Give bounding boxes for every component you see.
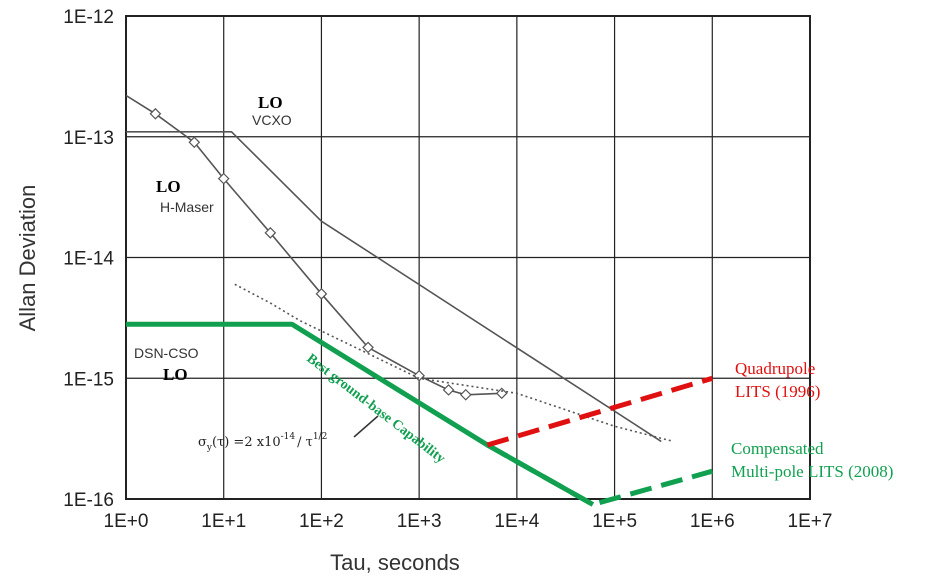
x-tick-label: 1E+1: [201, 511, 246, 532]
quadrupole-label-2: LITS (1996): [735, 382, 820, 401]
compensated-label-2: Multi-pole LITS (2008): [731, 462, 893, 481]
compensated-lits-line: [486, 442, 713, 507]
hmaser-point: [188, 136, 201, 149]
y-tick-labels: 1E-12 1E-13 1E-14 1E-15 1E-16: [63, 7, 114, 511]
vcxo-label-bottom: VCXO: [252, 112, 292, 128]
quadrupole-lits-line: [486, 375, 714, 448]
hmaser-point: [495, 387, 508, 400]
vcxo-line: [126, 131, 662, 443]
y-axis-label: Allan Deviation: [15, 185, 40, 332]
x-tick-label: 1E+5: [592, 511, 637, 532]
hmaser-point: [149, 107, 162, 120]
y-tick-label: 1E-13: [63, 128, 114, 149]
x-tick-labels: 1E+0 1E+1 1E+2 1E+3 1E+4 1E+5 1E+6 1E+7: [104, 511, 833, 532]
x-tick-label: 1E+2: [299, 511, 344, 532]
dsn-cso-line: [234, 283, 674, 443]
dsn-cso-lo-label: LO: [163, 365, 188, 384]
quadrupole-label-1: Quadrupole: [735, 359, 815, 378]
x-tick-label: 1E+7: [788, 511, 833, 532]
equation-label: σy(τ) =2 x10-14/ τ1/2: [198, 432, 327, 453]
hmaser-point: [217, 172, 230, 185]
hmaser-point: [459, 388, 472, 401]
x-axis-label: Tau, seconds: [330, 550, 460, 575]
plot-frame: [125, 15, 811, 500]
hmaser-label-top: LO: [156, 177, 181, 196]
hmaser-label-bottom: H-Maser: [160, 199, 214, 215]
hmaser-point: [264, 227, 277, 239]
y-tick-label: 1E-15: [63, 369, 114, 390]
hmaser-point: [413, 369, 425, 382]
y-tick-label: 1E-14: [63, 249, 114, 270]
x-tick-label: 1E+6: [690, 511, 735, 532]
vcxo-label-top: LO: [258, 93, 283, 112]
grid: [126, 16, 810, 499]
hmaser-point: [362, 341, 374, 354]
dsn-cso-label: DSN-CSO: [134, 345, 199, 361]
series-layer: [125, 94, 714, 507]
best-capability-line: [126, 321, 595, 507]
compensated-label-1: Compensated: [731, 439, 824, 458]
hmaser-point: [315, 288, 328, 300]
y-tick-label: 1E-16: [63, 490, 114, 511]
x-tick-label: 1E+4: [494, 511, 539, 532]
x-tick-label: 1E+3: [397, 511, 442, 532]
x-tick-label: 1E+0: [104, 511, 149, 532]
hmaser-point: [442, 384, 455, 396]
equation-pointer: [353, 415, 379, 438]
y-tick-label: 1E-12: [63, 7, 114, 28]
